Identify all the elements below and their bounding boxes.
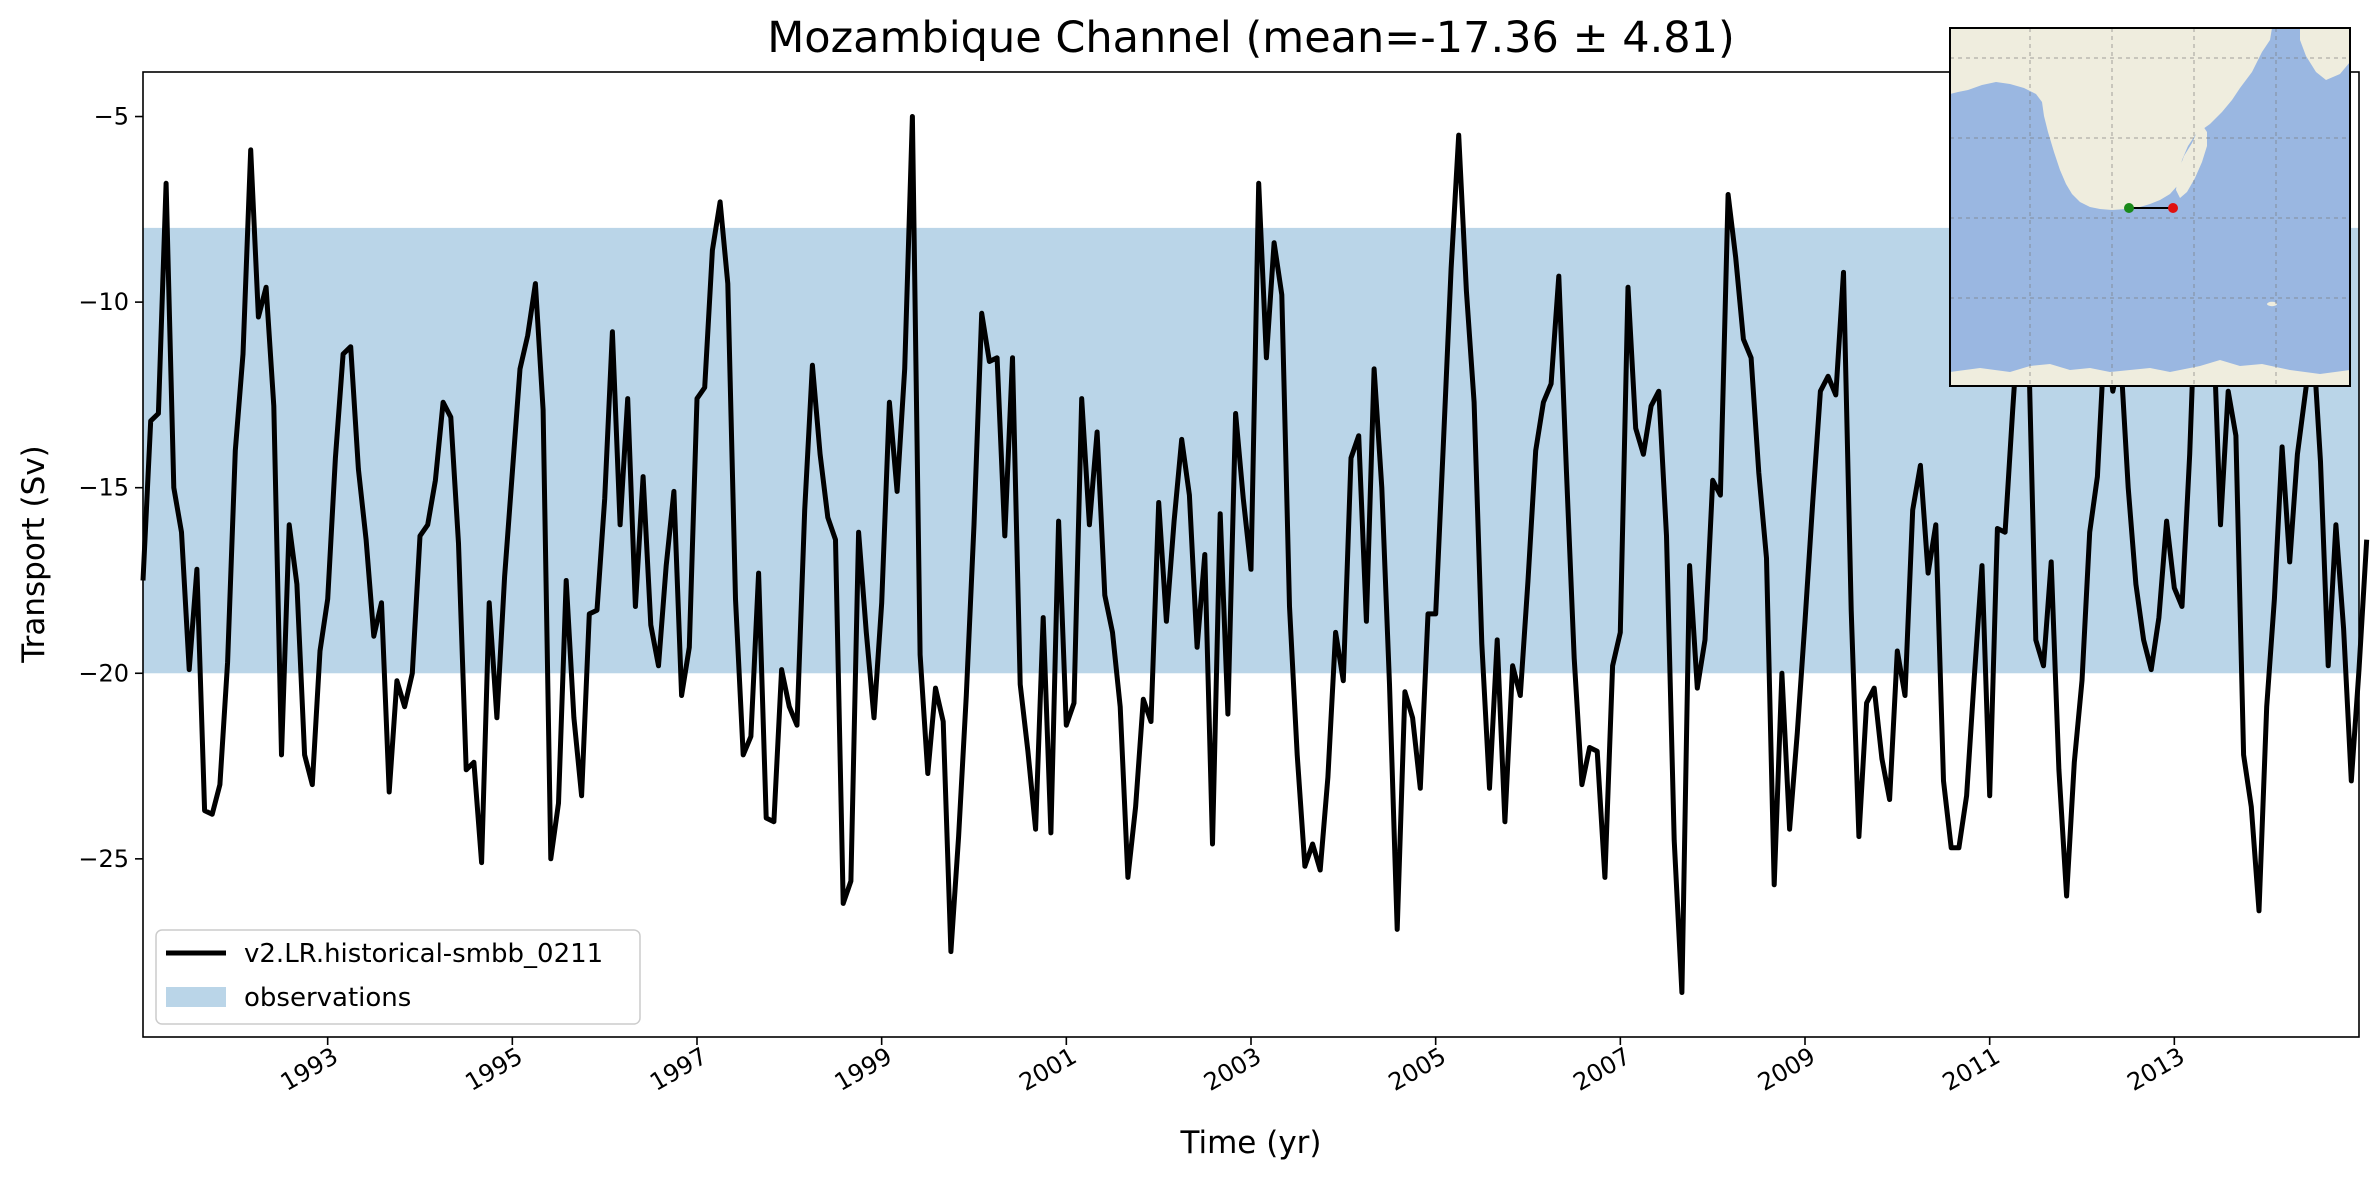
x-axis-ticks: 1993 1995 1997 1999 2001 2003 2005 2007 2009 2011…: [276, 1037, 2189, 1097]
y-axis-label: Transport (Sv): [16, 445, 52, 664]
section-end-marker: [2168, 203, 2178, 213]
x-axis-label: Time (yr): [1180, 1125, 1322, 1161]
legend-patch-swatch: [166, 987, 226, 1007]
y-tick-label: −5: [94, 103, 129, 131]
map-land-madagascar: [2176, 126, 2207, 198]
inset-map-frame: [1949, 27, 2351, 387]
map-land-antarctica: [1950, 360, 2350, 386]
map-island: [2267, 301, 2277, 307]
x-tick-label: 2003: [1199, 1042, 1266, 1097]
section-start-marker: [2124, 203, 2134, 213]
map-land-arabia: [2300, 28, 2350, 80]
x-tick-label: 1995: [460, 1042, 527, 1097]
inset-map: [1949, 27, 2351, 387]
legend-label-model: v2.LR.historical-smbb_0211: [244, 939, 603, 969]
series-line-0: [140, 114, 2370, 995]
map-gridlines: [1950, 28, 2350, 386]
x-tick-label: 1999: [830, 1042, 897, 1097]
x-tick-label: 2007: [1568, 1042, 1635, 1097]
series-layer: [140, 114, 2370, 995]
y-axis-ticks: −5 −10 −15 −20 −25: [78, 103, 143, 873]
chart-title: Mozambique Channel (mean=-17.36 ± 4.81): [767, 13, 1735, 63]
legend-label-observations: observations: [244, 983, 411, 1013]
y-tick-label: −25: [78, 845, 129, 873]
x-tick-label: 1997: [645, 1042, 712, 1097]
y-tick-label: −10: [78, 288, 129, 316]
legend: v2.LR.historical-smbb_0211 observations: [155, 929, 641, 1025]
x-tick-label: 1993: [276, 1042, 343, 1097]
x-tick-label: 2009: [1753, 1042, 1820, 1097]
x-tick-label: 2011: [1938, 1042, 2005, 1097]
map-land-africa: [1950, 28, 2272, 210]
y-tick-label: −20: [78, 659, 129, 687]
y-tick-label: −15: [78, 474, 129, 502]
x-tick-label: 2001: [1014, 1042, 1081, 1097]
legend-box: [155, 929, 641, 1025]
x-tick-label: 2005: [1384, 1042, 1451, 1097]
x-tick-label: 2013: [2122, 1042, 2189, 1097]
